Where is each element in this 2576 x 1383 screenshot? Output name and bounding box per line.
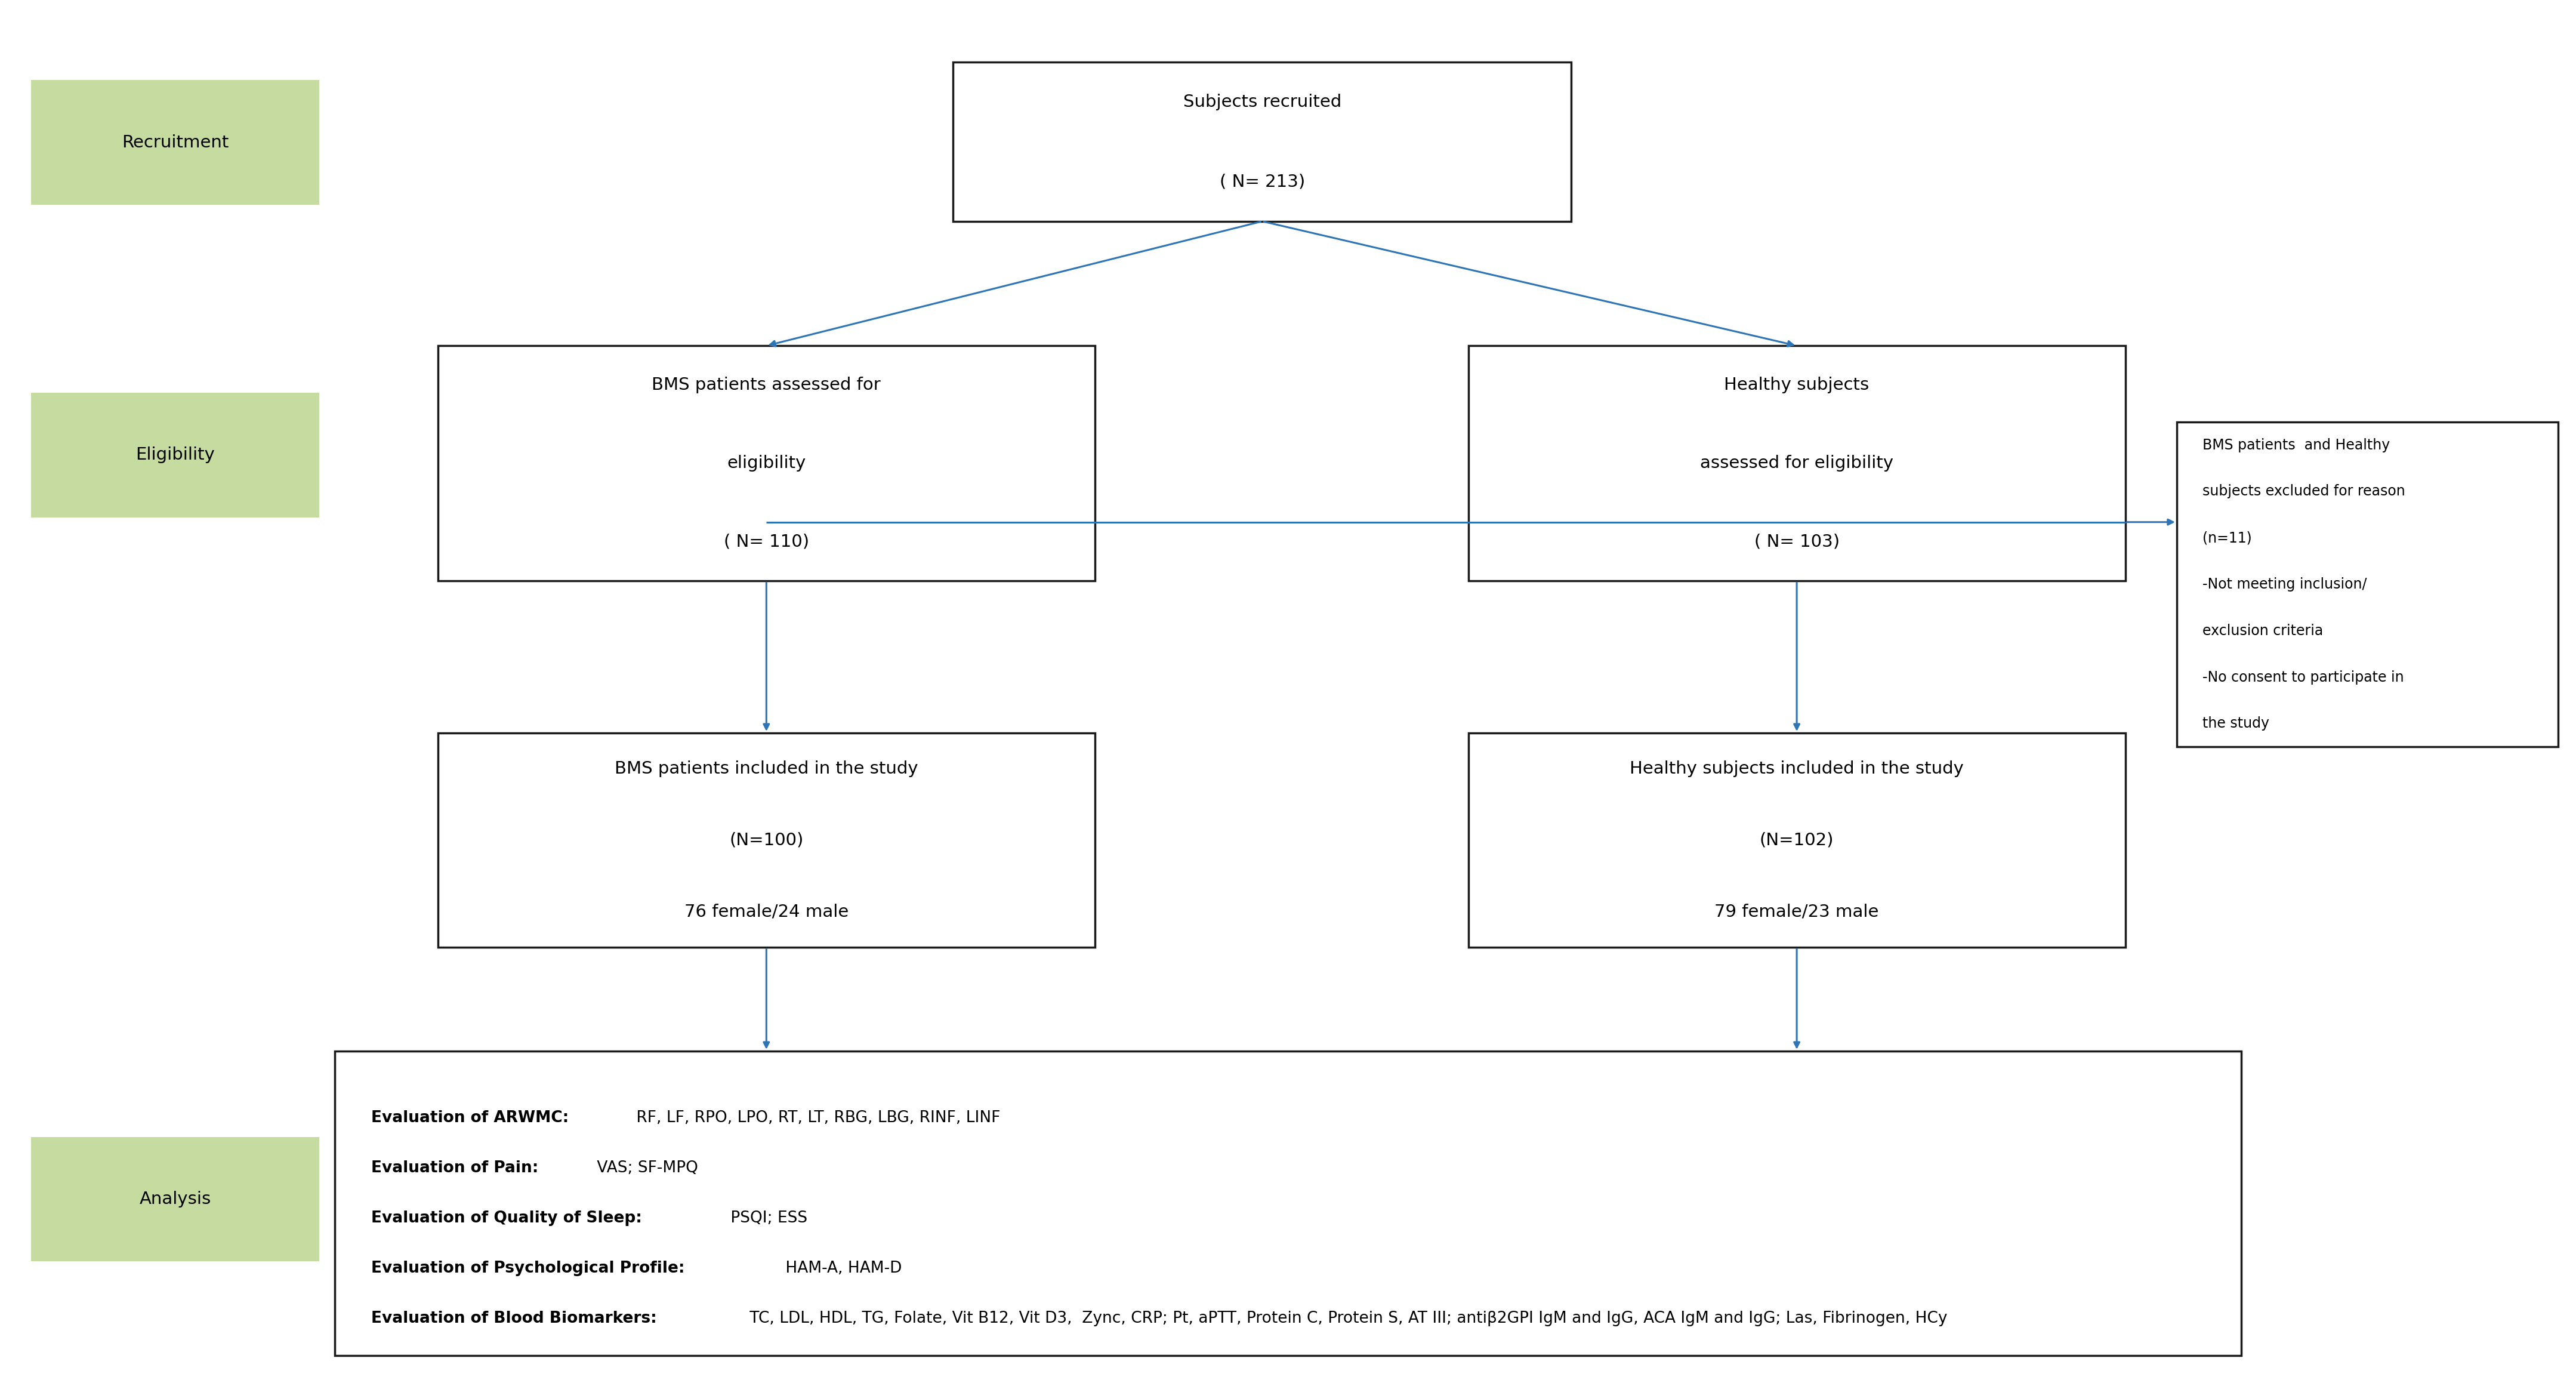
Text: -Not meeting inclusion/: -Not meeting inclusion/ xyxy=(2202,577,2367,592)
Text: (n=11): (n=11) xyxy=(2202,531,2251,545)
Text: Analysis: Analysis xyxy=(139,1191,211,1207)
FancyBboxPatch shape xyxy=(438,346,1095,581)
Text: the study: the study xyxy=(2202,716,2269,730)
Text: (N=100): (N=100) xyxy=(729,831,804,849)
Text: Evaluation of Blood Biomarkers:: Evaluation of Blood Biomarkers: xyxy=(371,1311,657,1326)
Text: eligibility: eligibility xyxy=(726,455,806,472)
Text: 79 female/23 male: 79 female/23 male xyxy=(1716,903,1878,920)
Text: PSQI; ESS: PSQI; ESS xyxy=(726,1210,806,1227)
Text: TC, LDL, HDL, TG, Folate, Vit B12, Vit D3,  Zync, CRP; Pt, aPTT, Protein C, Prot: TC, LDL, HDL, TG, Folate, Vit B12, Vit D… xyxy=(744,1311,1947,1326)
Text: ( N= 213): ( N= 213) xyxy=(1218,173,1306,189)
Text: Evaluation of Psychological Profile:: Evaluation of Psychological Profile: xyxy=(371,1261,685,1277)
Text: (N=102): (N=102) xyxy=(1759,831,1834,849)
FancyBboxPatch shape xyxy=(2177,422,2558,747)
Text: BMS patients included in the study: BMS patients included in the study xyxy=(616,761,917,777)
FancyBboxPatch shape xyxy=(31,393,319,517)
Text: BMS patients  and Healthy: BMS patients and Healthy xyxy=(2202,438,2391,452)
Text: 76 female/24 male: 76 female/24 male xyxy=(685,903,848,920)
Text: Evaluation of ARWMC:: Evaluation of ARWMC: xyxy=(371,1111,569,1126)
FancyBboxPatch shape xyxy=(31,1137,319,1261)
Text: subjects excluded for reason: subjects excluded for reason xyxy=(2202,484,2406,499)
Text: Evaluation of Quality of Sleep:: Evaluation of Quality of Sleep: xyxy=(371,1210,641,1227)
Text: Subjects recruited: Subjects recruited xyxy=(1182,94,1342,111)
Text: ( N= 110): ( N= 110) xyxy=(724,534,809,550)
FancyBboxPatch shape xyxy=(438,733,1095,947)
Text: assessed for eligibility: assessed for eligibility xyxy=(1700,455,1893,472)
Text: Evaluation of Pain:: Evaluation of Pain: xyxy=(371,1160,538,1176)
Text: Recruitment: Recruitment xyxy=(121,134,229,151)
Text: HAM-A, HAM-D: HAM-A, HAM-D xyxy=(781,1261,902,1277)
Text: -No consent to participate in: -No consent to participate in xyxy=(2202,669,2403,685)
FancyBboxPatch shape xyxy=(1468,346,2125,581)
FancyBboxPatch shape xyxy=(31,80,319,205)
Text: exclusion criteria: exclusion criteria xyxy=(2202,624,2324,638)
Text: BMS patients assessed for: BMS patients assessed for xyxy=(652,376,881,393)
Text: Healthy subjects included in the study: Healthy subjects included in the study xyxy=(1631,761,1963,777)
Text: RF, LF, RPO, LPO, RT, LT, RBG, LBG, RINF, LINF: RF, LF, RPO, LPO, RT, LT, RBG, LBG, RINF… xyxy=(631,1111,999,1126)
FancyBboxPatch shape xyxy=(953,62,1571,221)
FancyBboxPatch shape xyxy=(1468,733,2125,947)
Text: VAS; SF-MPQ: VAS; SF-MPQ xyxy=(592,1160,698,1176)
Text: ( N= 103): ( N= 103) xyxy=(1754,534,1839,550)
FancyBboxPatch shape xyxy=(335,1051,2241,1355)
Text: Eligibility: Eligibility xyxy=(137,447,214,463)
Text: Healthy subjects: Healthy subjects xyxy=(1723,376,1870,393)
